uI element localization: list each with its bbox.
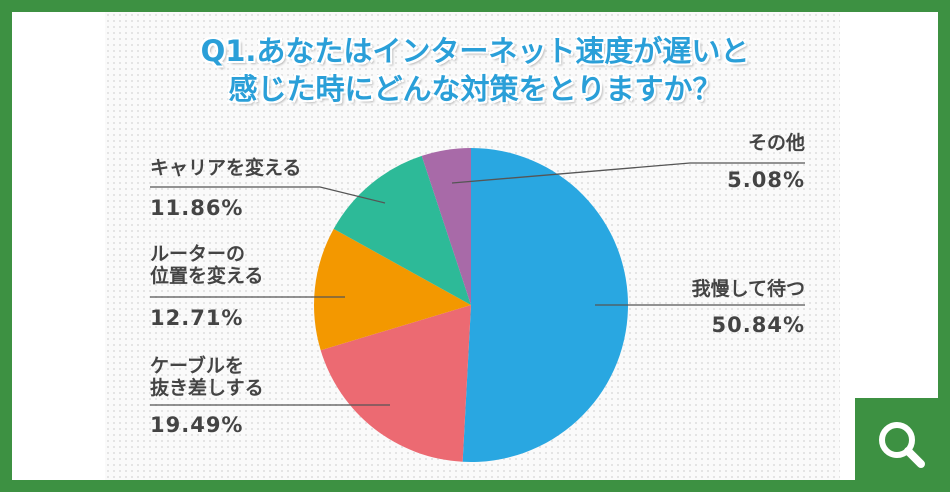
search-button[interactable] [855, 398, 950, 492]
value-label: 12.71% [150, 306, 244, 330]
chart-title: 感じた時にどんな対策をとりますか？ [228, 72, 722, 106]
value-label: 5.08% [727, 168, 805, 192]
value-label: 11.86% [150, 196, 244, 220]
leader-line [451, 162, 805, 184]
value-label: 50.84% [711, 313, 805, 337]
pie-slice [320, 305, 471, 462]
category-label: ルーターの 位置を変える [150, 243, 264, 287]
value-label: 19.49% [150, 413, 244, 437]
category-label: 我慢して待つ [691, 278, 805, 300]
leader-line [150, 186, 386, 204]
pie-slice [421, 148, 471, 305]
pie-slice [333, 155, 471, 305]
category-label: その他 [747, 132, 805, 154]
pie-slice [313, 228, 471, 351]
category-label: キャリアを変える [150, 157, 302, 179]
pie-slice [462, 148, 628, 462]
search-icon [879, 422, 925, 468]
category-label: ケーブルを 抜き差しする [150, 355, 264, 399]
chart-title: Q1.あなたはインターネット速度が遅いと [200, 34, 750, 68]
